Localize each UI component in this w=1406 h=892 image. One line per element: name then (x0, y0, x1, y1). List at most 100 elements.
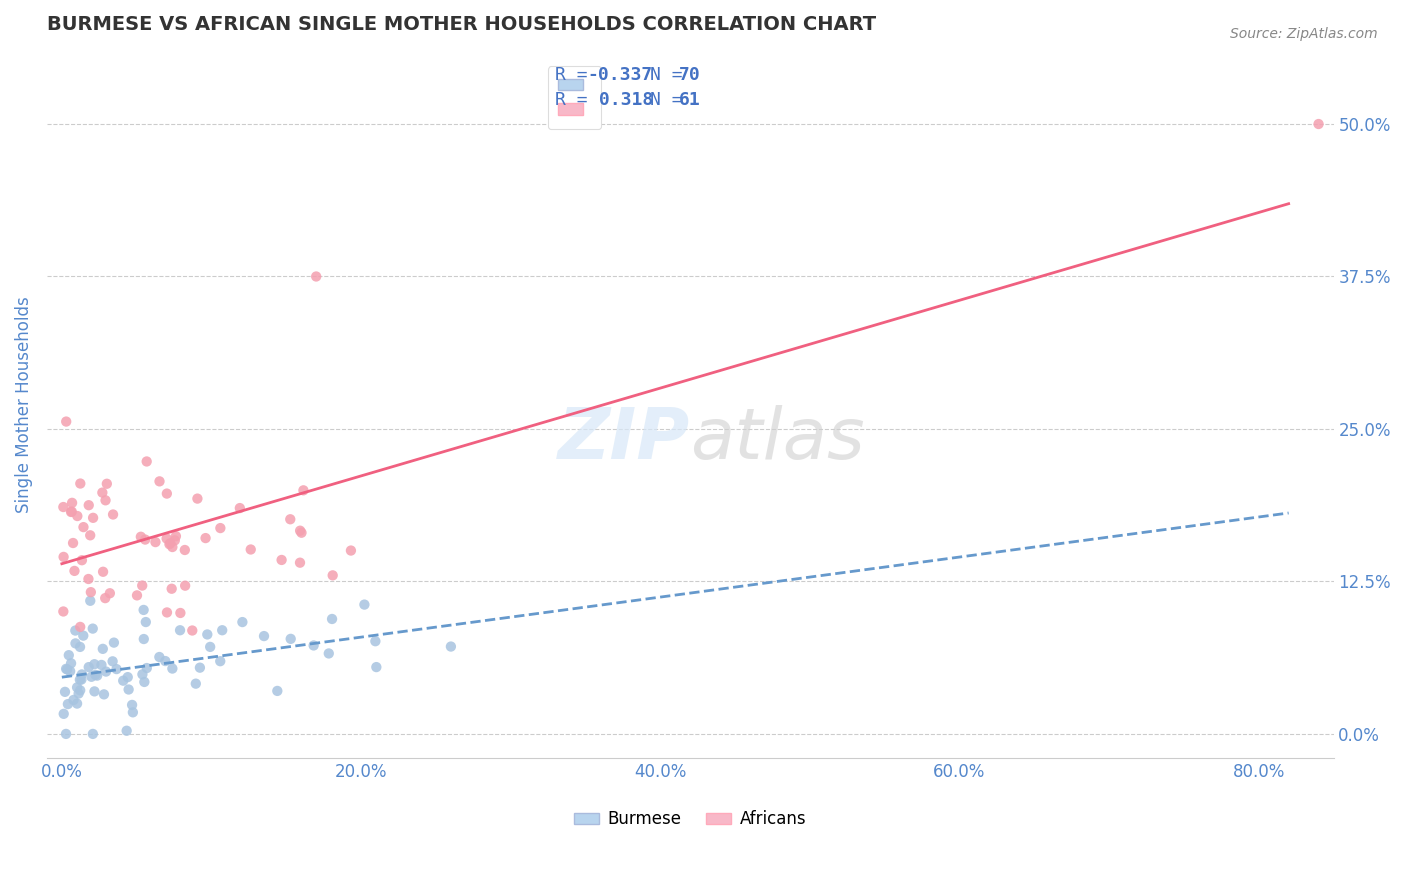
Point (148, 475, 170, 489)
Point (72, 520, 94, 534)
Text: 70: 70 (679, 66, 700, 84)
Point (59, 664, 82, 678)
Point (69, 476, 91, 491)
Point (174, 579, 197, 593)
Point (162, 662, 184, 676)
Point (135, 615, 157, 629)
Point (156, 532, 179, 546)
Point (55, 662, 77, 676)
Point (69, 673, 91, 687)
Point (266, 684, 288, 698)
Point (366, 660, 388, 674)
Point (278, 512, 301, 526)
Point (83, 684, 105, 698)
Point (69, 620, 91, 634)
Legend: Burmese, Africans: Burmese, Africans (568, 804, 813, 835)
Point (188, 661, 211, 675)
Point (55, 727, 77, 741)
Point (160, 582, 183, 596)
Point (115, 723, 138, 738)
Point (280, 632, 302, 646)
Point (60, 657, 83, 671)
Point (134, 533, 156, 547)
Text: N =: N = (650, 66, 693, 84)
Point (181, 624, 204, 638)
Point (103, 635, 125, 649)
Point (132, 603, 155, 617)
Point (79, 528, 101, 542)
Point (112, 673, 135, 688)
Point (121, 698, 143, 712)
Point (72, 629, 94, 643)
Point (69, 640, 91, 654)
Point (105, 662, 128, 676)
Point (56, 697, 79, 711)
Point (94, 665, 117, 679)
Point (122, 706, 145, 720)
Point (79, 594, 101, 608)
Point (86, 668, 108, 682)
Point (134, 675, 156, 690)
Point (229, 501, 252, 516)
Point (194, 531, 217, 545)
Point (159, 537, 181, 551)
Point (159, 536, 181, 550)
Point (60, 505, 83, 519)
Point (288, 556, 311, 570)
Point (91, 485, 114, 500)
Point (52, 549, 75, 564)
Point (70, 553, 93, 567)
Point (239, 542, 262, 557)
Point (101, 508, 124, 522)
Text: -0.337: -0.337 (588, 66, 652, 84)
Point (98, 586, 121, 600)
Point (94, 493, 117, 508)
Point (82, 727, 104, 741)
Point (70, 667, 93, 681)
Point (195, 627, 218, 641)
Point (321, 612, 343, 626)
Point (63, 564, 86, 578)
Point (60, 496, 83, 510)
Point (101, 654, 124, 668)
Point (165, 529, 187, 543)
Point (62, 693, 84, 707)
Point (84, 668, 107, 682)
Point (117, 670, 139, 684)
Point (53, 685, 76, 699)
Point (156, 606, 179, 620)
Point (131, 667, 153, 681)
Point (66, 509, 89, 524)
Text: ZIP: ZIP (558, 406, 690, 475)
Text: 61: 61 (679, 91, 700, 109)
Point (169, 624, 191, 638)
Point (82, 622, 104, 636)
Point (211, 624, 233, 638)
Point (58, 648, 80, 663)
Point (209, 654, 232, 668)
Point (117, 682, 139, 697)
Text: R =: R = (555, 66, 599, 84)
Point (340, 543, 363, 558)
Y-axis label: Single Mother Households: Single Mother Households (15, 296, 32, 513)
Point (80, 670, 103, 684)
Point (91, 641, 114, 656)
Point (62, 536, 84, 550)
Point (288, 524, 311, 538)
Point (80, 585, 103, 599)
Text: R =: R = (555, 91, 599, 109)
Point (52, 500, 75, 514)
Point (162, 540, 184, 554)
Text: 0.318: 0.318 (588, 91, 652, 109)
Point (253, 629, 276, 643)
Point (169, 606, 191, 620)
Point (132, 632, 155, 646)
Point (66, 681, 89, 695)
Point (305, 269, 328, 284)
Point (145, 535, 167, 549)
Point (1308, 117, 1330, 131)
Point (131, 578, 153, 592)
Text: Source: ZipAtlas.com: Source: ZipAtlas.com (1230, 27, 1378, 41)
Point (82, 511, 104, 525)
Point (156, 486, 179, 500)
